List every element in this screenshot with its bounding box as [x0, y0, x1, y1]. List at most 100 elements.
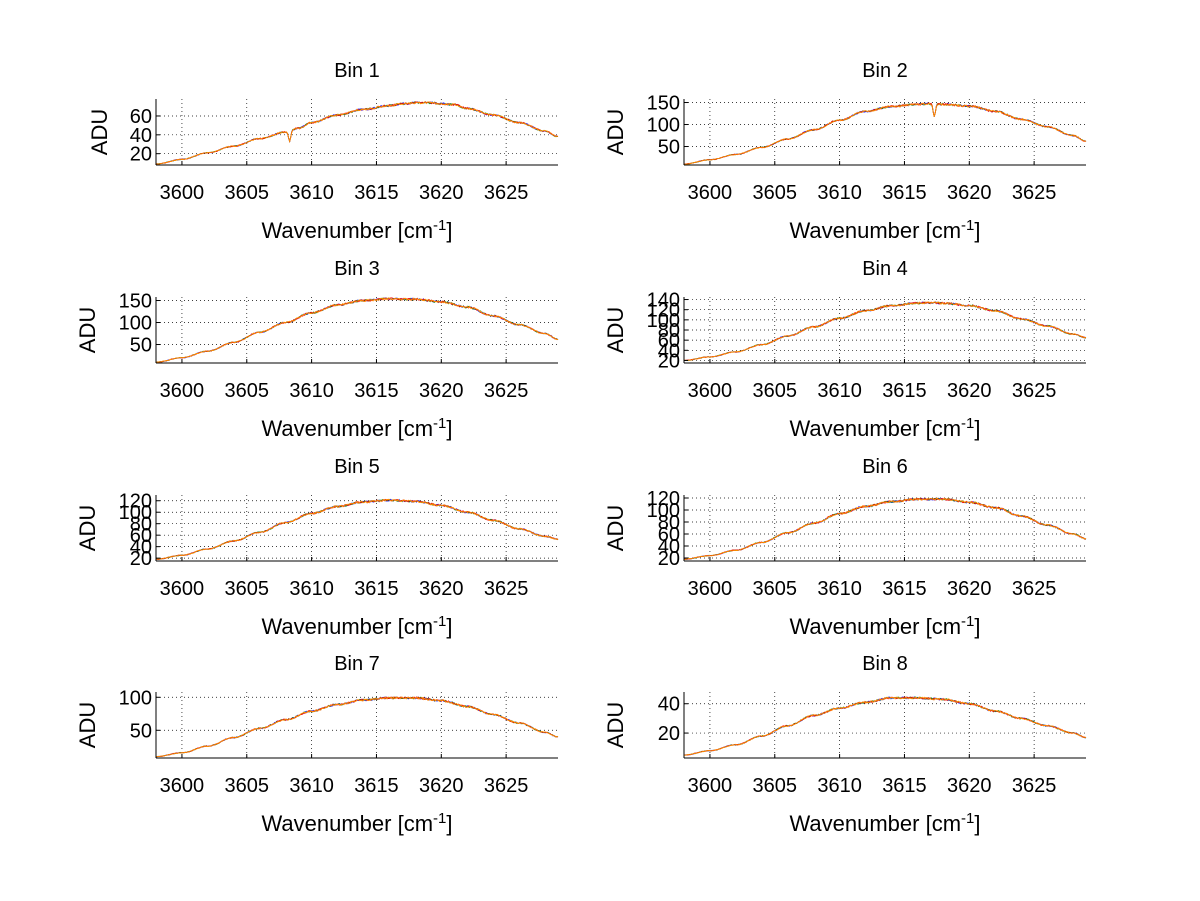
- subplot-title: Bin 1: [334, 60, 380, 82]
- y-tick-label: 100: [119, 687, 152, 709]
- x-tick-label: 3620: [419, 775, 464, 797]
- y-tick-label: 150: [119, 291, 152, 313]
- x-tick-label: 3620: [947, 182, 992, 204]
- y-tick-label: 100: [119, 502, 152, 524]
- x-tick-label: 3610: [817, 380, 862, 402]
- x-tick-label: 3600: [160, 578, 205, 600]
- x-tick-label: 3625: [484, 775, 529, 797]
- x-tick-label: 3625: [484, 578, 529, 600]
- subplot-title: Bin 4: [862, 258, 908, 280]
- x-tick-label: 3610: [289, 578, 334, 600]
- x-tick-label: 3615: [354, 578, 399, 600]
- x-axis-label: Wavenumber [cm-1]: [261, 810, 452, 836]
- spectrum-line-4: [683, 497, 1087, 560]
- x-tick-label: 3625: [1012, 775, 1057, 797]
- spectrum-line-4: [156, 696, 559, 758]
- y-tick-label: 120: [647, 488, 680, 510]
- x-tick-label: 3625: [1012, 380, 1057, 402]
- x-axis-label: Wavenumber [cm-1]: [789, 810, 980, 836]
- y-tick-label: 80: [658, 320, 680, 342]
- y-axis-label: ADU: [87, 109, 112, 155]
- x-tick-label: 3610: [289, 380, 334, 402]
- y-tick-label: 80: [130, 514, 152, 536]
- x-tick-label: 3605: [225, 380, 270, 402]
- y-axis-label: ADU: [75, 307, 100, 353]
- x-tick-label: 3610: [817, 578, 862, 600]
- spectrum-line-4: [683, 301, 1087, 362]
- subplot-title: Bin 6: [862, 456, 908, 478]
- x-tick-label: 3600: [688, 578, 733, 600]
- spectrum-line-4: [155, 297, 559, 363]
- spectrum-line-4: [683, 102, 1087, 165]
- y-axis-label: ADU: [603, 307, 628, 353]
- x-tick-label: 3600: [688, 380, 733, 402]
- y-tick-label: 50: [130, 720, 152, 742]
- x-tick-label: 3625: [1012, 182, 1057, 204]
- spectrum-line-4: [683, 696, 1086, 756]
- x-tick-label: 3620: [419, 578, 464, 600]
- y-tick-label: 60: [658, 330, 680, 352]
- subplot-title: Bin 3: [334, 258, 380, 280]
- y-tick-label: 20: [658, 350, 680, 372]
- y-tick-label: 40: [130, 537, 152, 559]
- y-tick-label: 40: [658, 340, 680, 362]
- y-tick-label: 20: [130, 144, 152, 166]
- y-tick-label: 50: [658, 137, 680, 159]
- y-tick-label: 100: [119, 313, 152, 335]
- y-tick-label: 140: [647, 290, 680, 312]
- subplot-bin-7: 3600 3605 3610 3615 3620 3625 50 100 Bin 7 Wavenu…: [75, 653, 559, 836]
- subplot-title: Bin 7: [334, 653, 380, 675]
- x-tick-label: 3625: [1012, 578, 1057, 600]
- y-axis-label: ADU: [603, 702, 628, 748]
- y-tick-label: 100: [647, 500, 680, 522]
- y-tick-label: 20: [658, 548, 680, 570]
- spectrum-line-4: [155, 101, 559, 165]
- y-tick-label: 100: [647, 115, 680, 137]
- y-axis-label: ADU: [603, 109, 628, 155]
- x-tick-label: 3615: [354, 182, 399, 204]
- spectrum-line-4: [155, 498, 559, 560]
- subplot-title: Bin 8: [862, 653, 908, 675]
- y-tick-label: 120: [647, 300, 680, 322]
- x-tick-label: 3625: [484, 182, 529, 204]
- y-tick-label: 120: [119, 491, 152, 513]
- subplot-bin-8: 3600 3605 3610 3615 3620 3625 20 40 Bin 8 Wavenum…: [603, 653, 1087, 836]
- x-tick-label: 3605: [753, 578, 798, 600]
- x-tick-label: 3600: [160, 380, 205, 402]
- y-tick-label: 40: [130, 125, 152, 147]
- y-tick-label: 100: [647, 310, 680, 332]
- y-tick-label: 60: [130, 106, 152, 128]
- y-axis-label: ADU: [603, 505, 628, 551]
- x-tick-label: 3615: [354, 380, 399, 402]
- x-tick-label: 3600: [688, 775, 733, 797]
- x-tick-label: 3600: [688, 182, 733, 204]
- x-tick-label: 3615: [354, 775, 399, 797]
- x-axis-label: Wavenumber [cm-1]: [261, 415, 452, 441]
- x-tick-label: 3615: [882, 380, 927, 402]
- x-tick-label: 3605: [225, 182, 270, 204]
- x-tick-label: 3625: [484, 380, 529, 402]
- x-tick-label: 3605: [753, 380, 798, 402]
- subplot-bin-4: 3600 3605 3610 3615 3620 3625 2040608010012014…: [603, 258, 1087, 441]
- x-axis-label: Wavenumber [cm-1]: [261, 217, 452, 243]
- x-tick-label: 3600: [160, 775, 205, 797]
- x-axis-label: Wavenumber [cm-1]: [261, 613, 452, 639]
- x-tick-label: 3620: [947, 578, 992, 600]
- y-tick-label: 80: [658, 512, 680, 534]
- x-tick-label: 3605: [225, 578, 270, 600]
- x-tick-label: 3620: [947, 380, 992, 402]
- y-tick-label: 60: [130, 525, 152, 547]
- x-axis-label: Wavenumber [cm-1]: [789, 217, 980, 243]
- x-tick-label: 3600: [160, 182, 205, 204]
- x-tick-label: 3615: [882, 578, 927, 600]
- y-axis-label: ADU: [75, 505, 100, 551]
- y-tick-label: 40: [658, 694, 680, 716]
- y-axis-label: ADU: [75, 702, 100, 748]
- y-tick-label: 60: [658, 524, 680, 546]
